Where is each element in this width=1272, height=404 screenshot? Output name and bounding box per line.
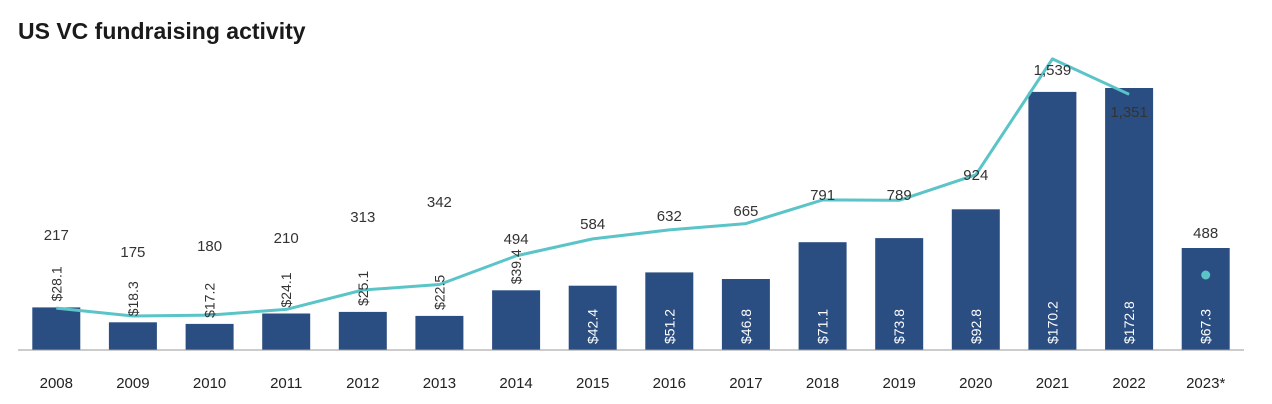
count-label-2018: 791: [810, 187, 835, 204]
count-label-2014: 494: [504, 231, 529, 248]
bar-2013: [415, 315, 464, 350]
chart-title: US VC fundraising activity: [18, 18, 306, 44]
bar-2017: [721, 279, 770, 350]
line-layer: [56, 57, 1211, 318]
x-tick-2011: 2011: [270, 375, 302, 392]
count-label-2009: 175: [120, 244, 145, 261]
bar-value-label-2016: $51.2: [661, 309, 677, 344]
bar-2020: [951, 209, 1000, 350]
bar-2009: [108, 322, 157, 350]
bar-value-label-2023*: $67.3: [1198, 309, 1214, 344]
bar-value-label-2012: $25.1: [355, 271, 371, 306]
x-tick-2009: 2009: [116, 375, 149, 392]
bar-value-label-2009: $18.3: [125, 281, 141, 316]
x-tick-2018: 2018: [806, 375, 839, 392]
count-label-2010: 180: [197, 238, 222, 255]
bar-value-label-2019: $73.8: [891, 309, 907, 344]
x-tick-2022: 2022: [1112, 375, 1145, 392]
bar-2021: [1028, 91, 1077, 351]
bar-value-label-2013: $22.5: [431, 275, 447, 310]
count-label-2017: 665: [733, 203, 758, 220]
bar-2019: [875, 238, 924, 350]
x-tick-2015: 2015: [576, 375, 609, 392]
count-label-2019: 789: [887, 187, 912, 204]
bar-2014: [492, 290, 541, 350]
bar-value-label-2010: $17.2: [202, 283, 218, 318]
x-tick-2008: 2008: [40, 375, 73, 392]
bar-2010: [185, 323, 234, 350]
count-label-2015: 584: [580, 216, 605, 233]
count-label-2013: 342: [427, 194, 452, 211]
bar-2016: [645, 272, 694, 350]
x-axis-ticks: 2008 2009 2010 2011 2012 2013 2014 2015 2016 2017…: [40, 375, 1226, 392]
count-label-2016: 632: [657, 208, 682, 225]
x-tick-2014: 2014: [499, 375, 532, 392]
count-label-2012: 313: [350, 209, 375, 226]
bar-value-label-2017: $46.8: [738, 309, 754, 344]
x-tick-2013: 2013: [423, 375, 456, 392]
deals-count-point-2023: [1201, 270, 1211, 280]
bar-2015: [568, 285, 617, 350]
count-label-2021: 1,539: [1034, 62, 1072, 79]
x-tick-2010: 2010: [193, 375, 226, 392]
bar-2023*: [1181, 248, 1230, 350]
count-label-2008: 217: [44, 227, 69, 244]
bar-value-label-2015: $42.4: [585, 309, 601, 344]
count-label-2020: 924: [963, 167, 988, 184]
count-label-2023*: 488: [1193, 225, 1218, 242]
bar-value-label-2021: $170.2: [1044, 301, 1060, 344]
x-tick-2012: 2012: [346, 375, 379, 392]
bar-2008: [32, 307, 81, 350]
bar-value-label-2008: $28.1: [48, 266, 64, 301]
x-tick-2023*: 2023*: [1186, 375, 1225, 392]
x-tick-2020: 2020: [959, 375, 992, 392]
bar-2012: [338, 311, 387, 350]
bar-2022: [1105, 88, 1154, 350]
bars-layer: [32, 88, 1230, 351]
bar-value-label-2011: $24.1: [278, 272, 294, 307]
labels-layer: 217 175 180 210 313 342 494 584 632 665 791 789 924 1…: [44, 62, 1218, 344]
bar-2011: [262, 313, 311, 350]
bar-value-label-2018: $71.1: [815, 309, 831, 344]
count-label-2022: 1,351: [1110, 104, 1148, 121]
x-tick-2016: 2016: [653, 375, 686, 392]
x-tick-2021: 2021: [1036, 375, 1069, 392]
deals-count-line: [56, 57, 1130, 318]
x-tick-2017: 2017: [729, 375, 762, 392]
bar-2018: [798, 242, 847, 350]
x-tick-2019: 2019: [883, 375, 916, 392]
bar-value-label-2014: $39.4: [508, 249, 524, 284]
bar-value-label-2022: $172.8: [1121, 301, 1137, 344]
bar-value-label-2020: $92.8: [968, 309, 984, 344]
count-label-2011: 210: [274, 230, 299, 247]
